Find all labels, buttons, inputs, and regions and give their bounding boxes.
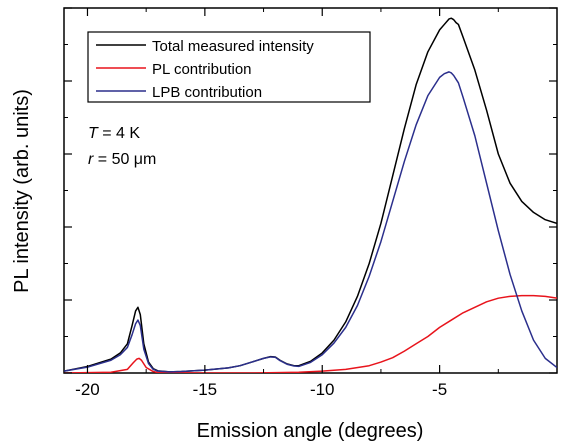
series-line-total-measured-intensity [64, 17, 557, 373]
annotation-radius: r = 50 μm [88, 151, 156, 168]
annotation-temperature-value: = 4 K [98, 125, 141, 142]
x-axis-title: Emission angle (degrees) [197, 420, 424, 442]
legend-label-total: Total measured intensity [152, 38, 314, 55]
legend: Total measured intensity PL contribution… [87, 31, 371, 103]
series-line-lpb-contribution [64, 71, 557, 373]
series-group [64, 17, 557, 373]
x-tick-label: -5 [432, 380, 447, 399]
annotation-radius-var: r [88, 151, 94, 168]
x-tick-label: -10 [310, 380, 335, 399]
legend-label-lpb: LPB contribution [152, 84, 262, 101]
x-tick-label: -15 [193, 380, 218, 399]
legend-label-pl: PL contribution [152, 61, 252, 78]
annotation-temperature: T = 4 K [88, 125, 140, 142]
series-line-pl-contribution [64, 294, 557, 373]
annotation-temperature-var: T [88, 125, 99, 142]
annotation-radius-value: = 50 μm [93, 151, 156, 168]
y-axis-title: PL intensity (arb. units) [11, 89, 33, 293]
x-tick-label: -20 [75, 380, 100, 399]
ticks-group: -20 -15 -10 -5 [64, 7, 558, 399]
